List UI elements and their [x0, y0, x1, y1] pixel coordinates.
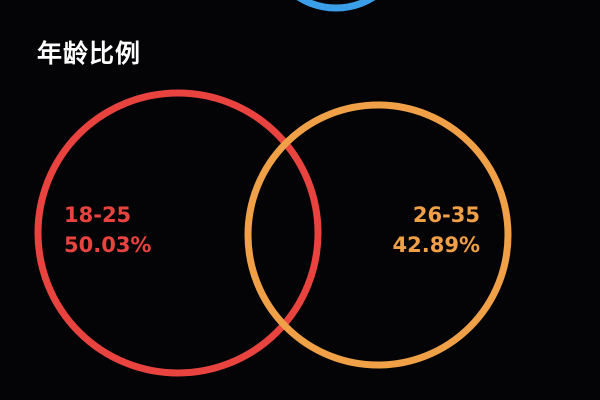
page-title: 年龄比例 [37, 39, 142, 68]
label-group-18-25: 18-25 50.03% [64, 200, 151, 260]
category-label: 26-35 [412, 203, 480, 227]
category-label: 18-25 [64, 203, 132, 227]
value-label: 50.03% [64, 233, 152, 257]
value-label: 42.89% [392, 233, 480, 257]
circle-18-25 [34, 89, 322, 377]
top-blue-arc [296, 0, 376, 12]
circle-26-35 [244, 101, 512, 369]
label-group-26-35: 26-35 42.89% [393, 200, 480, 260]
